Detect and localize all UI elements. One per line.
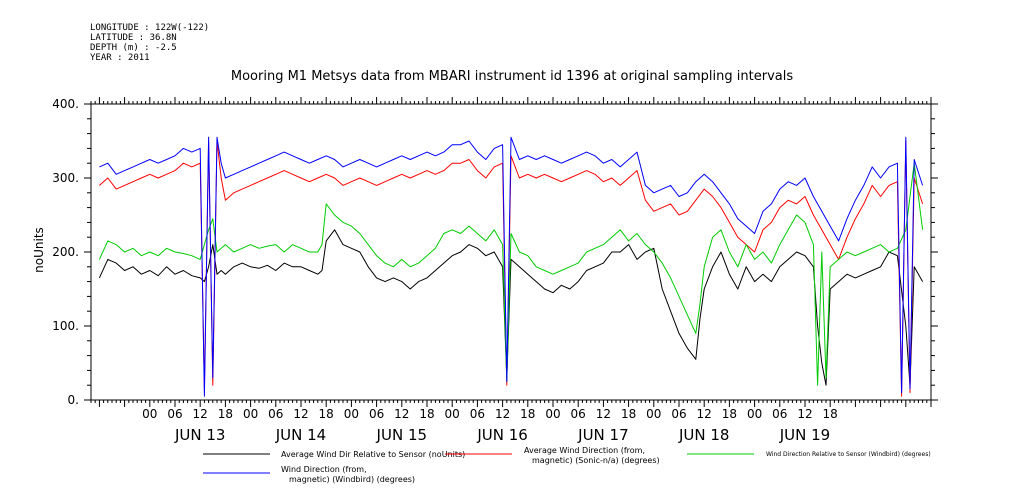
y-tick-label: 400.: [52, 97, 79, 111]
x-tick-label: 18: [218, 407, 233, 421]
y-axis-label: noUnits: [32, 227, 46, 273]
x-tick-label: 12: [596, 407, 611, 421]
x-tick-label: 00: [646, 407, 661, 421]
x-tick-label: 12: [293, 407, 308, 421]
x-tick-label: 18: [520, 407, 535, 421]
day-label: JUN 15: [376, 426, 427, 444]
metadata-block: LONGITUDE : 122W(-122) LATITUDE : 36.8N …: [90, 23, 209, 63]
x-tick-label: 00: [344, 407, 359, 421]
legend-label-sonic-line2: magnetic) (Sonic-n/a) (degrees): [532, 456, 660, 465]
x-tick-label: 06: [571, 407, 586, 421]
longitude-text: LONGITUDE : 122W(-122): [90, 23, 209, 33]
x-tick-label: 06: [772, 407, 787, 421]
legend-label-windbird-line1: Wind Direction (from,: [281, 465, 367, 474]
x-tick-label: 18: [419, 407, 434, 421]
day-label: JUN 13: [174, 426, 225, 444]
y-tick-label: 0.: [68, 393, 79, 407]
day-labels: JUN 13 JUN 14 JUN 15 JUN 16 JUN 17 JUN 18 JUN …: [174, 426, 830, 444]
x-tick-label: 06: [671, 407, 686, 421]
series-line-1: [98, 229, 924, 386]
y-axis: 0. 100. 200. 300. 400.: [52, 97, 938, 407]
legend-label-windbird-rel: Wind Direction Relative to Sensor (Windb…: [766, 451, 931, 458]
day-label: JUN 18: [678, 426, 729, 444]
day-label: JUN 16: [476, 426, 527, 444]
x-tick-label: 12: [697, 407, 712, 421]
chart-title: Mooring M1 Metsys data from MBARI instru…: [231, 69, 793, 84]
series-line-2: [99, 140, 924, 397]
y-tick-label: 300.: [52, 171, 79, 185]
x-tick-label: 12: [193, 407, 208, 421]
day-label: JUN 19: [779, 426, 830, 444]
y-tick-label: 200.: [52, 245, 79, 259]
x-tick-label: 06: [470, 407, 485, 421]
x-tick-label: 18: [621, 407, 636, 421]
day-label: JUN 17: [577, 426, 628, 444]
series-line-3: [98, 162, 924, 386]
legend-label-sonic-line1: Average Wind Direction (from,: [524, 446, 645, 455]
x-tick-label: 00: [142, 407, 157, 421]
x-tick-label: 00: [243, 407, 258, 421]
x-tick-label: 18: [823, 407, 838, 421]
depth-text: DEPTH (m) : -2.5: [90, 43, 177, 53]
year-text: YEAR : 2011: [90, 53, 150, 63]
x-tick-label: 00: [747, 407, 762, 421]
x-tick-label: 18: [319, 407, 334, 421]
legend-label-sensor-rel: Average Wind Dir Relative to Sensor (noU…: [281, 450, 465, 459]
legend-label-windbird-line2: magnetic) (Windbird) (degrees): [289, 475, 415, 484]
latitude-text: LATITUDE : 36.8N: [90, 33, 177, 43]
legend: Average Wind Dir Relative to Sensor (noU…: [203, 446, 931, 484]
x-tick-label: 06: [369, 407, 384, 421]
y-tick-label: 100.: [52, 319, 79, 333]
series-group: [98, 136, 924, 397]
x-tick-label: 00: [545, 407, 560, 421]
day-label: JUN 14: [275, 426, 326, 444]
x-tick-label: 12: [495, 407, 510, 421]
x-tick-label: 00: [445, 407, 460, 421]
x-tick-label: 18: [722, 407, 737, 421]
x-tick-label: 06: [167, 407, 182, 421]
plot-area: [90, 103, 932, 401]
series-line-4: [99, 136, 924, 397]
x-tick-label: 06: [268, 407, 283, 421]
x-tick-label: 12: [797, 407, 812, 421]
x-tick-label: 12: [394, 407, 409, 421]
x-axis: 00 06 12 18 00 06 12 18 00 06 12 18 00 06 12 18 00 06 12 18…: [90, 97, 932, 421]
